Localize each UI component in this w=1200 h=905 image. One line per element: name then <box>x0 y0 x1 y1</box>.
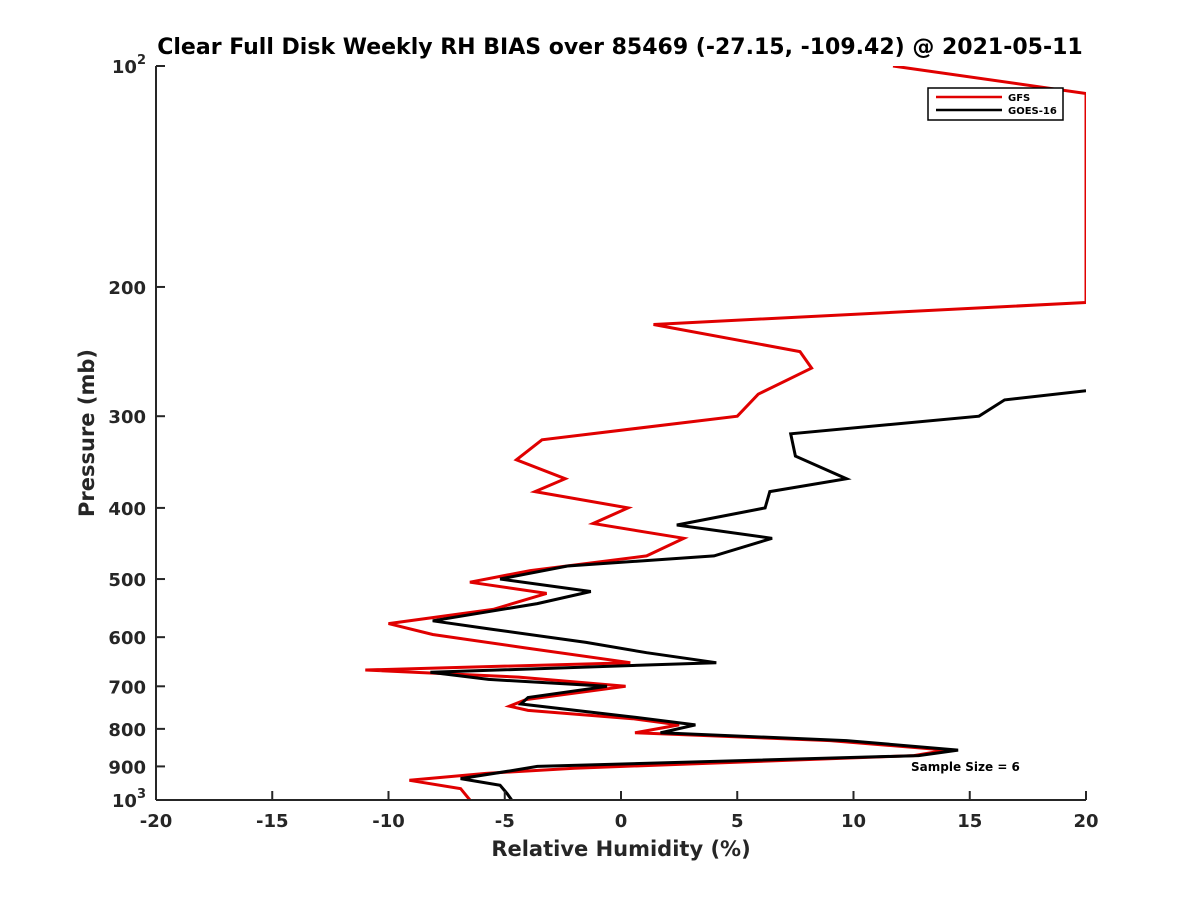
y-tick-label: 600 <box>108 628 146 649</box>
y-tick-label: 700 <box>108 677 146 698</box>
x-tick-label: 0 <box>615 811 628 832</box>
series-line-goes-16 <box>430 389 1086 800</box>
x-tick-label: 5 <box>731 811 744 832</box>
y-tick-label: 500 <box>108 570 146 591</box>
axes <box>155 65 1087 801</box>
y-axis-label: Pressure (mb) <box>75 349 99 517</box>
sample-size-annotation: Sample Size = 6 <box>911 760 1020 774</box>
chart-legend: GFS GOES-16 <box>927 87 1064 121</box>
x-tick-label: 20 <box>1073 811 1098 832</box>
y-tick-label: 103 <box>112 787 146 812</box>
x-tick-label: -20 <box>140 811 173 832</box>
x-tick-label: -5 <box>495 811 515 832</box>
legend-label-goes-16: GOES-16 <box>1008 106 1057 117</box>
tick-labels: -20 -15 -10 -5 0 5 10 15 20 102 200 300 400 500 600 700… <box>108 53 1098 832</box>
legend-box <box>927 87 1064 121</box>
x-axis-label: Relative Humidity (%) <box>491 837 750 861</box>
y-tick-label: 400 <box>108 499 146 520</box>
series-line-gfs <box>365 66 1086 800</box>
y-tick-label: 900 <box>108 757 146 778</box>
x-tick-label: 15 <box>957 811 982 832</box>
x-tick-label: -15 <box>256 811 289 832</box>
y-tick-label: 300 <box>108 407 146 428</box>
x-tick-label: -10 <box>372 811 405 832</box>
chart-title: Clear Full Disk Weekly RH BIAS over 8546… <box>157 35 1082 60</box>
x-tick-label: 10 <box>841 811 866 832</box>
series-layer <box>365 66 1086 800</box>
y-tick-label: 800 <box>108 720 146 741</box>
legend-label-gfs: GFS <box>1008 93 1030 104</box>
y-tick-label: 102 <box>112 53 146 78</box>
y-tick-label: 200 <box>108 278 146 299</box>
